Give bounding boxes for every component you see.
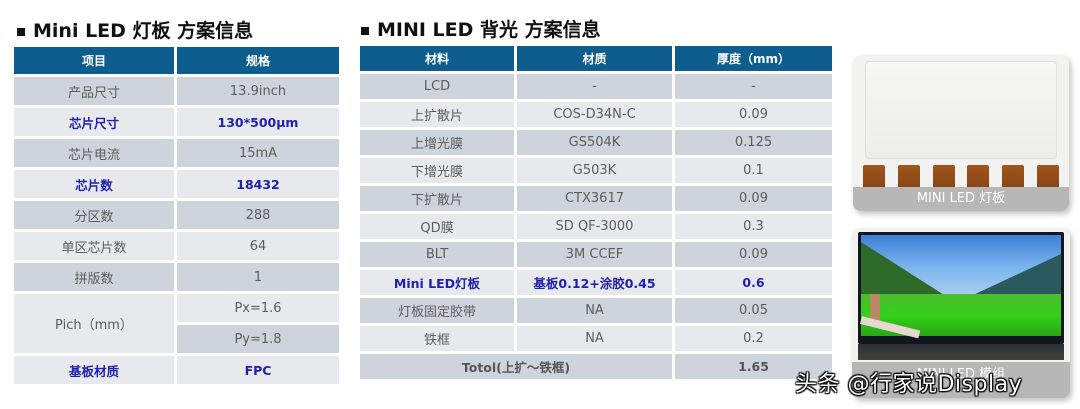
table-row: 拼版数 1 [14, 263, 339, 291]
table-row: 下增光膜 G503K 0.1 [360, 158, 832, 183]
thickness-cell: 0.1 [675, 158, 832, 183]
left-title-text: Mini LED 灯板 方案信息 [33, 20, 254, 42]
table-row: 上扩散片 COS-D34N-C 0.09 [360, 102, 832, 127]
spec-cell: FPC [177, 356, 339, 384]
table-row: 上增光膜 GS504K 0.125 [360, 130, 832, 155]
type-cell: COS-D34N-C [517, 102, 672, 127]
type-cell: SD QF-3000 [517, 214, 672, 239]
table-row: 分区数 288 [14, 201, 339, 229]
thickness-cell: 0.09 [675, 186, 832, 211]
type-cell: GS504K [517, 130, 672, 155]
item-cell: 单区芯片数 [14, 232, 174, 260]
thickness-cell: 0.09 [675, 102, 832, 127]
table-row: LCD - - [360, 74, 832, 99]
right-title-text: MINI LED 背光 方案信息 [377, 19, 601, 41]
type-cell: 3M CCEF [517, 242, 672, 267]
table-row-total: Totol(上扩～铁框) 1.65 [360, 354, 832, 379]
table-row: 产品尺寸 13.9inch [14, 77, 339, 105]
item-cell: 芯片数 [14, 170, 174, 198]
table-row-pitch: Pich（mm） Px=1.6 [14, 294, 339, 353]
pitch-x-cell: Px=1.6 [177, 294, 339, 322]
square-bullet-icon [17, 27, 25, 36]
table-row: QD膜 SD QF-3000 0.3 [360, 214, 832, 239]
material-cell: 下扩散片 [360, 186, 514, 211]
material-cell: 下增光膜 [360, 158, 514, 183]
material-cell: QD膜 [360, 214, 514, 239]
type-cell: - [517, 74, 672, 99]
table-row: 基板材质 FPC [14, 356, 339, 384]
table-row: 芯片数 18432 [14, 170, 339, 198]
thickness-cell: 0.2 [675, 326, 832, 351]
table-row: 铁框 NA 0.2 [360, 326, 832, 351]
table-row: 芯片电流 15mA [14, 139, 339, 167]
item-cell: 分区数 [14, 201, 174, 229]
table-row: BLT 3M CCEF 0.09 [360, 242, 832, 267]
thickness-cell: 0.09 [675, 242, 832, 267]
thickness-cell: 0.3 [675, 214, 832, 239]
item-cell: 芯片尺寸 [14, 108, 174, 136]
total-value-cell: 1.65 [675, 354, 832, 379]
type-cell: CTX3617 [517, 186, 672, 211]
watermark: 头条 @行家说Display [795, 372, 1023, 397]
right-section-title: MINI LED 背光 方案信息 [361, 15, 601, 42]
item-cell: 芯片电流 [14, 139, 174, 167]
material-cell: 灯板固定胶带 [360, 298, 514, 323]
thickness-cell: 0.6 [675, 270, 832, 295]
led-board-panel-image [865, 61, 1057, 159]
photo-caption: MINI LED 模组 [852, 362, 1070, 398]
table-row: 下扩散片 CTX3617 0.09 [360, 186, 832, 211]
material-cell: LCD [360, 74, 514, 99]
spec-cell: 288 [177, 201, 339, 229]
spec-cell: 130*500μm [177, 108, 339, 136]
table-header-row: 项目 规格 [14, 47, 339, 74]
column-header-item: 项目 [14, 47, 174, 74]
spec-cell: 18432 [177, 170, 339, 198]
thickness-cell: 0.05 [675, 298, 832, 323]
material-cell: 上扩散片 [360, 102, 514, 127]
column-header-spec: 规格 [177, 47, 339, 74]
led-module-photo: MINI LED 模组 [852, 228, 1070, 398]
item-cell: 基板材质 [14, 356, 174, 384]
column-header-thickness: 厚度（mm） [675, 46, 832, 71]
landscape-fence-post [870, 294, 880, 324]
table-row: 灯板固定胶带 NA 0.05 [360, 298, 832, 323]
square-bullet-icon [361, 26, 369, 35]
thickness-cell: 0.125 [675, 130, 832, 155]
material-cell: 铁框 [360, 326, 514, 351]
module-bezel [858, 344, 1064, 360]
photo-caption: MINI LED 灯板 [853, 187, 1069, 211]
table-row: 芯片尺寸 130*500μm [14, 108, 339, 136]
led-board-photo: MINI LED 灯板 [853, 55, 1069, 211]
spec-cell: 15mA [177, 139, 339, 167]
module-screen-image [858, 232, 1064, 344]
spec-cell: 1 [177, 263, 339, 291]
item-cell: 拼版数 [14, 263, 174, 291]
type-cell: G503K [517, 158, 672, 183]
spec-cell: 64 [177, 232, 339, 260]
pitch-label-cell: Pich（mm） [14, 294, 174, 353]
table-row-highlight: Mini LED灯板 基板0.12+涂胶0.45 0.6 [360, 270, 832, 295]
thickness-cell: - [675, 74, 832, 99]
left-section-title: Mini LED 灯板 方案信息 [17, 16, 253, 43]
material-cell: 上增光膜 [360, 130, 514, 155]
type-cell: 基板0.12+涂胶0.45 [517, 270, 672, 295]
table-row-pitch-y: Py=1.8 [14, 325, 339, 353]
type-cell: NA [517, 298, 672, 323]
column-header-material: 材料 [360, 46, 514, 71]
material-cell: Mini LED灯板 [360, 270, 514, 295]
backlight-stack-table: 材料 材质 厚度（mm） LCD - - 上扩散片 COS-D34N-C 0.0… [357, 43, 835, 382]
spec-cell: 13.9inch [177, 77, 339, 105]
table-header-row: 材料 材质 厚度（mm） [360, 46, 832, 71]
item-cell: 产品尺寸 [14, 77, 174, 105]
table-row: 单区芯片数 64 [14, 232, 339, 260]
led-board-spec-table: 项目 规格 产品尺寸 13.9inch 芯片尺寸 130*500μm 芯片电流 … [11, 44, 342, 387]
pitch-y-cell: Py=1.8 [177, 325, 339, 353]
type-cell: NA [517, 326, 672, 351]
column-header-type: 材质 [517, 46, 672, 71]
total-label-cell: Totol(上扩～铁框) [360, 354, 672, 379]
material-cell: BLT [360, 242, 514, 267]
